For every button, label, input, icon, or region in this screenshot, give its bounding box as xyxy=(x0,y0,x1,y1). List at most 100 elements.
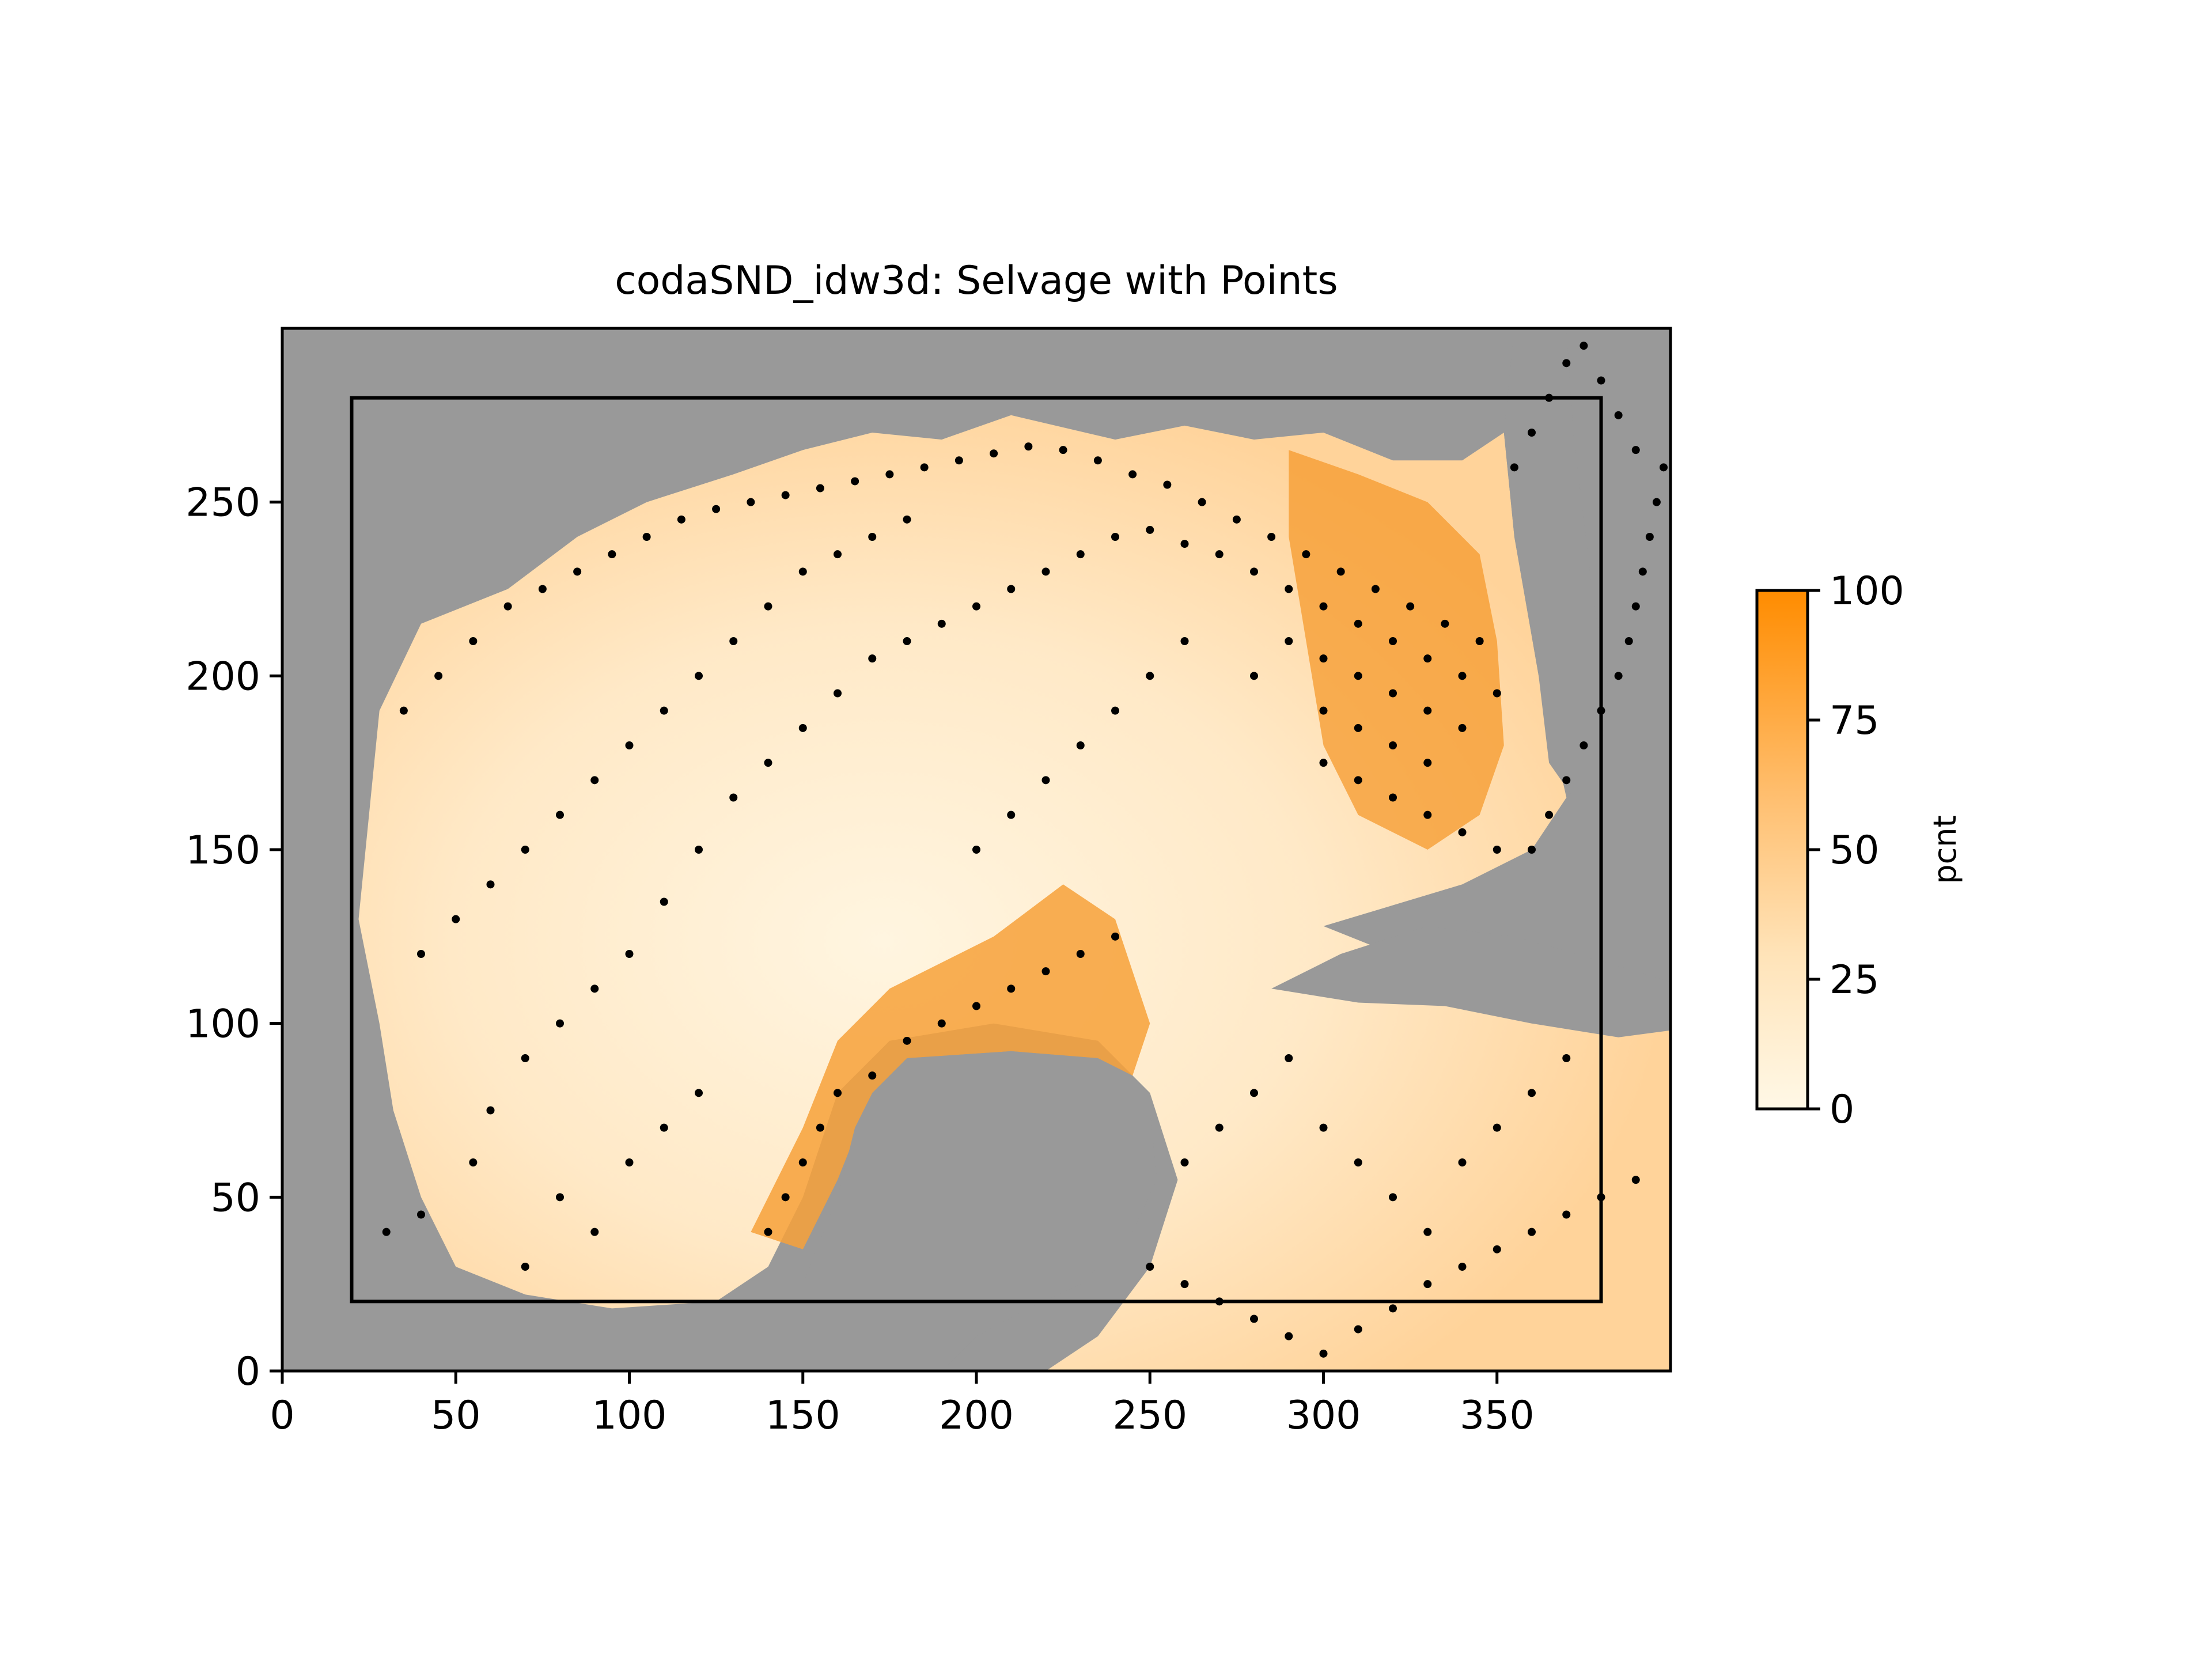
sample-point xyxy=(538,585,547,593)
x-tick-label: 350 xyxy=(1460,1393,1535,1438)
sample-point xyxy=(1007,984,1016,993)
sample-point xyxy=(1146,672,1154,680)
sample-point xyxy=(1180,540,1189,548)
chart-title: codaSND_idw3d: Selvage with Points xyxy=(615,258,1338,304)
sample-point xyxy=(1614,672,1623,680)
sample-point xyxy=(486,880,495,889)
sample-point xyxy=(1441,619,1449,628)
sample-point xyxy=(937,619,946,628)
sample-point xyxy=(798,724,807,732)
sample-point xyxy=(972,602,980,611)
x-tick-label: 100 xyxy=(592,1393,667,1438)
sample-point xyxy=(1638,567,1647,576)
sample-point xyxy=(1659,463,1668,472)
sample-point xyxy=(573,567,582,576)
sample-point xyxy=(1458,724,1467,732)
sample-point xyxy=(903,1036,911,1045)
sample-point xyxy=(660,1123,668,1132)
sample-point xyxy=(1406,602,1415,611)
sample-point xyxy=(712,505,721,513)
sample-point xyxy=(868,533,877,541)
sample-point xyxy=(1041,967,1050,976)
x-tick-label: 300 xyxy=(1286,1393,1361,1438)
x-tick-label: 50 xyxy=(431,1393,481,1438)
sample-point xyxy=(1319,1349,1328,1358)
sample-point xyxy=(503,602,512,611)
sample-point xyxy=(608,550,616,559)
sample-point xyxy=(625,741,634,749)
sample-point xyxy=(1076,950,1085,958)
sample-point xyxy=(1493,1245,1501,1253)
colorbar-gradient xyxy=(1755,589,1809,1111)
sample-point xyxy=(868,654,877,663)
sample-point xyxy=(695,846,703,854)
sample-point xyxy=(434,672,443,680)
sample-point xyxy=(1493,689,1501,698)
sample-point xyxy=(1093,456,1102,465)
sample-point xyxy=(1580,741,1588,749)
sample-point xyxy=(1475,637,1484,645)
sample-point xyxy=(1389,637,1397,645)
sample-point xyxy=(1007,585,1016,593)
sample-point xyxy=(1562,1210,1571,1219)
sample-point xyxy=(1389,741,1397,749)
x-tick-label: 150 xyxy=(766,1393,840,1438)
sample-point xyxy=(1458,1158,1467,1166)
sample-point xyxy=(1458,828,1467,836)
x-axis: 0 50 100 150 200 250 300 350 xyxy=(270,1371,1535,1438)
yucatan-shelf-high-sand xyxy=(751,884,1150,1249)
sample-point xyxy=(625,950,634,958)
sample-point xyxy=(1232,515,1241,524)
sample-point xyxy=(1111,706,1119,715)
sample-point xyxy=(1458,672,1467,680)
sample-point xyxy=(1319,602,1328,611)
sample-point xyxy=(469,637,478,645)
sample-point xyxy=(764,759,772,767)
sample-point xyxy=(781,491,790,499)
colorbar-tick-label: 25 xyxy=(1830,957,1880,1003)
sample-point xyxy=(382,1228,391,1236)
sample-point xyxy=(1250,567,1258,576)
sample-point xyxy=(1180,1158,1189,1166)
sample-point xyxy=(1562,1054,1571,1062)
sample-point xyxy=(798,567,807,576)
x-tick-label: 0 xyxy=(270,1393,294,1438)
sample-point xyxy=(660,706,668,715)
sample-point xyxy=(1389,1304,1397,1313)
sample-point xyxy=(764,602,772,611)
sample-point xyxy=(590,1228,599,1236)
sample-point xyxy=(1354,619,1362,628)
sample-point xyxy=(1528,1228,1536,1236)
sample-point xyxy=(1111,533,1119,541)
sample-point xyxy=(781,1193,790,1202)
sample-point xyxy=(1631,602,1640,611)
sample-point xyxy=(1285,637,1293,645)
sample-point xyxy=(1319,1123,1328,1132)
sample-point xyxy=(1267,533,1276,541)
sample-point xyxy=(417,950,425,958)
sample-point xyxy=(1041,567,1050,576)
selvage-box xyxy=(350,396,1603,1304)
sample-points xyxy=(382,342,1668,1358)
sample-point xyxy=(1458,1263,1467,1271)
sample-point xyxy=(1354,1158,1362,1166)
colorbar-label: pcnt xyxy=(1927,815,1963,884)
sample-point xyxy=(868,1071,877,1080)
sample-point xyxy=(729,637,738,645)
colorbar: 0 25 50 75 100 pcnt xyxy=(1755,569,1963,1132)
sample-point xyxy=(1528,1089,1536,1097)
sample-point xyxy=(1389,1193,1397,1202)
sample-point xyxy=(1354,672,1362,680)
sample-point xyxy=(1597,376,1605,385)
sample-point xyxy=(590,776,599,785)
sample-point xyxy=(851,477,859,486)
sample-point xyxy=(1423,654,1432,663)
sample-point xyxy=(747,498,755,506)
sample-point xyxy=(399,706,408,715)
florida-land xyxy=(1503,328,1608,798)
sample-point xyxy=(452,915,460,923)
sample-point xyxy=(1163,480,1172,489)
sample-point xyxy=(469,1158,478,1166)
sample-point xyxy=(1319,654,1328,663)
